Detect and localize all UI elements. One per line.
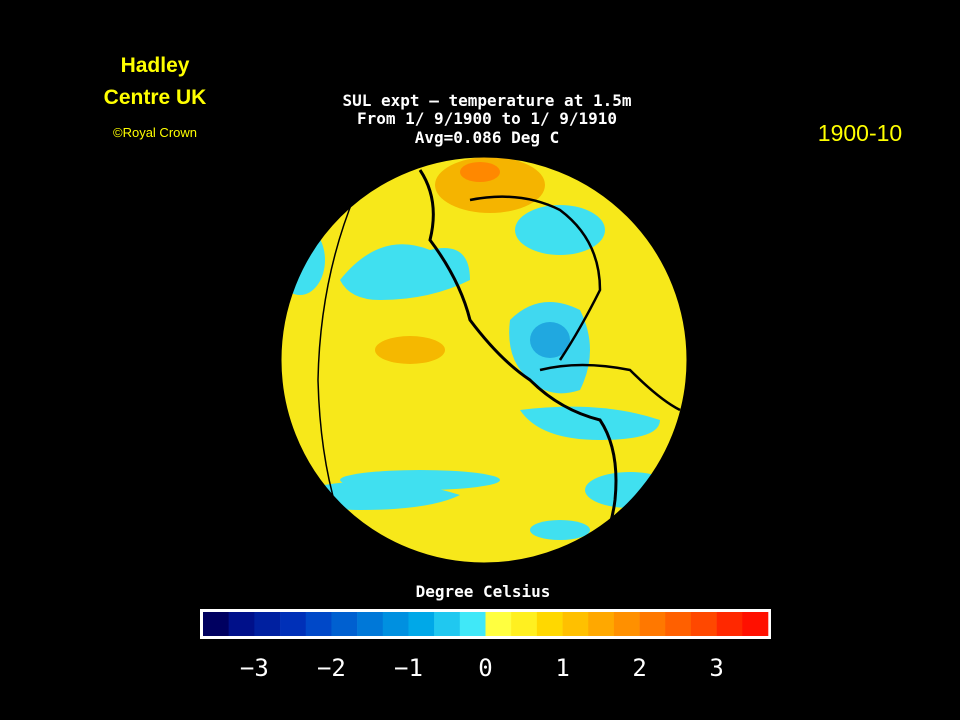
color-swatch: [690, 612, 717, 636]
period: 1900-10: [818, 120, 902, 146]
color-swatch: [434, 612, 461, 636]
color-swatch: [639, 612, 666, 636]
color-swatch: [280, 612, 307, 636]
color-swatch: [331, 612, 358, 636]
tick-label: 3: [709, 654, 723, 682]
org-line: Hadley: [121, 54, 190, 77]
tick-label: −3: [240, 654, 269, 682]
tick-label: −1: [394, 654, 423, 682]
color-swatch: [613, 612, 640, 636]
color-swatch: [305, 612, 332, 636]
title-line: SUL expt – temperature at 1.5m: [343, 91, 632, 110]
colorbar: [203, 612, 769, 636]
color-swatch: [665, 612, 692, 636]
copyright: ©Royal Crown: [113, 125, 197, 140]
org-line: Centre UK: [104, 86, 207, 109]
colorbar-ticks: −3 −2 −1 0 1 2 3: [240, 654, 724, 682]
map-title: SUL expt – temperature at 1.5m From 1/ 9…: [343, 91, 632, 147]
title-line: From 1/ 9/1900 to 1/ 9/1910: [357, 109, 617, 128]
color-swatch: [485, 612, 512, 636]
color-swatch: [536, 612, 563, 636]
color-swatch: [742, 612, 769, 636]
tick-label: 0: [478, 654, 492, 682]
tick-label: 2: [632, 654, 646, 682]
color-swatch: [511, 612, 538, 636]
color-swatch: [203, 612, 229, 636]
tick-label: −2: [317, 654, 346, 682]
globe-outline: [280, 156, 688, 564]
color-swatch: [459, 612, 486, 636]
color-swatch: [588, 612, 615, 636]
color-swatch: [254, 612, 281, 636]
title-line: Avg=0.086 Deg C: [415, 128, 560, 147]
color-swatch: [228, 612, 255, 636]
color-swatch: [716, 612, 743, 636]
color-swatch: [382, 612, 409, 636]
tick-label: 1: [555, 654, 569, 682]
globe: [281, 157, 687, 563]
color-swatch: [357, 612, 384, 636]
color-swatch: [408, 612, 435, 636]
legend-title: Degree Celsius: [416, 582, 551, 601]
color-swatch: [562, 612, 589, 636]
